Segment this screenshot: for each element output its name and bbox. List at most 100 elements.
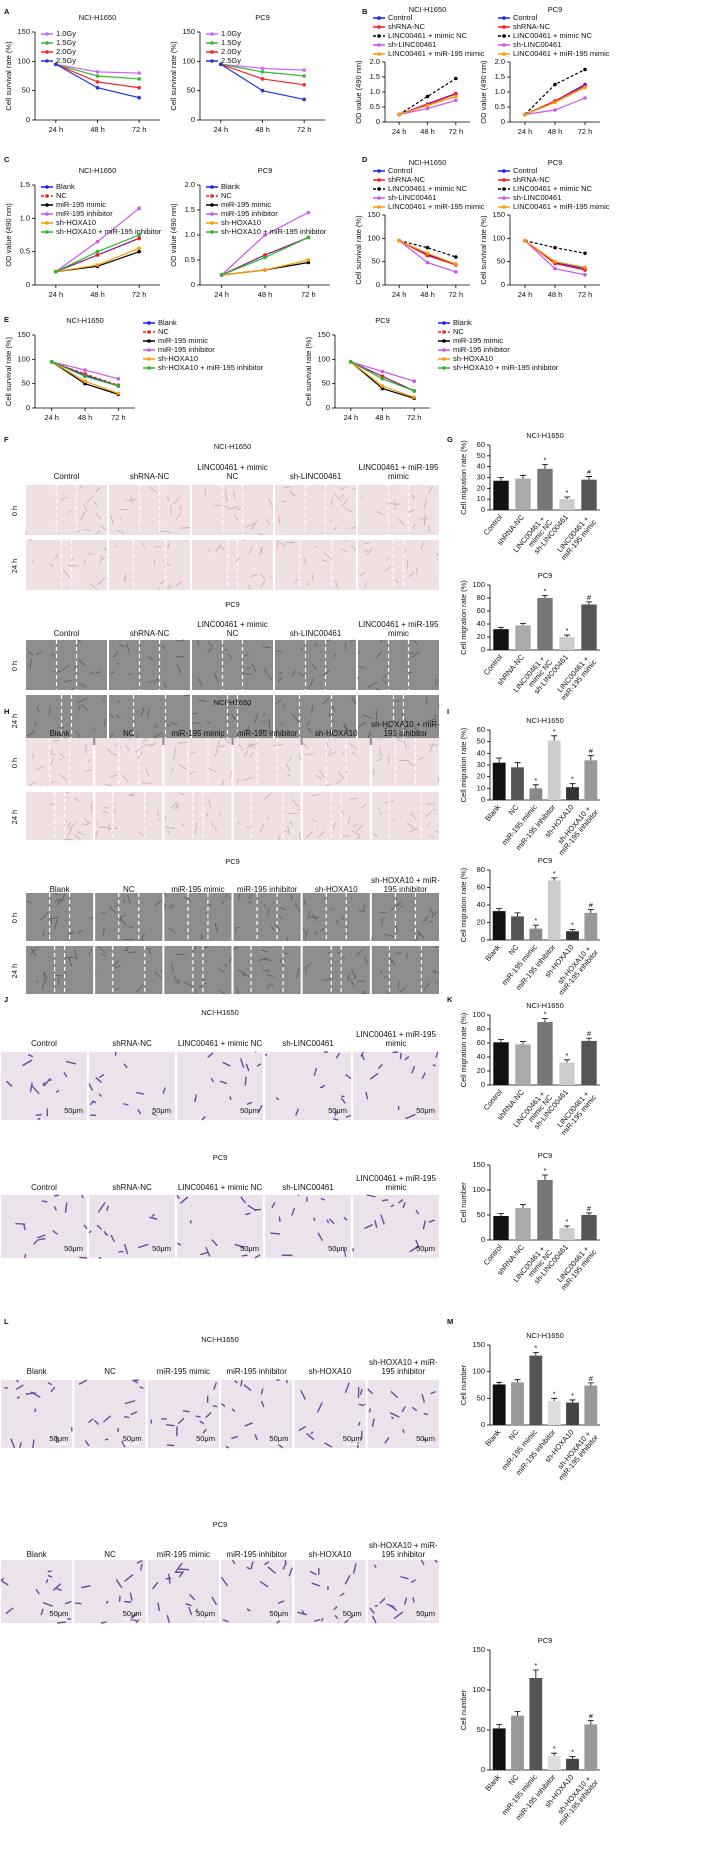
error-bar	[498, 1213, 504, 1216]
cell-texture	[285, 1379, 288, 1384]
cell-texture	[298, 1425, 307, 1432]
cell-texture	[241, 973, 250, 977]
legend-label: sh-HOXA10	[56, 218, 96, 227]
legend-marker	[45, 212, 49, 216]
data-point	[583, 251, 587, 256]
chart-title: PC9	[538, 856, 553, 865]
cell-texture	[351, 526, 357, 529]
data-point	[553, 82, 557, 87]
panel-title: NCI-H1650	[214, 698, 252, 707]
data-point	[397, 238, 401, 243]
y-tick-label: 0	[501, 117, 505, 126]
cell-texture	[311, 794, 320, 797]
cell-texture	[366, 1194, 376, 1198]
significance-mark: #	[587, 467, 592, 476]
cell-texture	[33, 1239, 39, 1245]
cell-texture	[413, 639, 419, 646]
y-tick-label: 150	[472, 1340, 485, 1349]
cell-texture	[336, 779, 342, 785]
cell-texture	[79, 706, 81, 711]
data-point	[553, 259, 557, 264]
scale-label: 50μm	[152, 1106, 171, 1115]
cell-texture	[164, 826, 176, 830]
column-label: miR-195 inhibitor	[236, 885, 298, 894]
cell-texture	[34, 1408, 37, 1413]
error-bar	[569, 929, 576, 932]
cell-texture	[328, 519, 333, 523]
cell-texture	[341, 499, 349, 507]
column-label: LINC00461 + mimic NC	[177, 1183, 263, 1192]
cell-texture	[165, 1423, 175, 1427]
cell-texture	[381, 1199, 389, 1202]
column-label: sh-HOXA10	[314, 885, 358, 894]
cell-texture	[54, 919, 58, 929]
legend-label: sh-HOXA10 + miR-195 inhibitor	[158, 363, 264, 372]
cell-texture	[128, 673, 132, 675]
data-point	[380, 377, 385, 381]
cell-texture	[390, 1204, 395, 1208]
bar	[492, 1728, 506, 1770]
cell-texture	[291, 798, 300, 808]
cell-texture	[199, 1420, 205, 1425]
cell-texture	[83, 559, 87, 565]
x-tick-label: Blank	[483, 1428, 502, 1448]
micrograph	[26, 695, 107, 745]
y-tick-label: 30	[477, 472, 485, 481]
cell-texture	[113, 808, 116, 814]
cell-texture	[262, 646, 271, 649]
y-axis-label: Cell migration rate (%)	[459, 867, 468, 942]
data-point	[425, 251, 430, 256]
legend-marker	[502, 34, 506, 38]
cell-texture	[64, 1202, 68, 1213]
cell-texture	[64, 838, 74, 841]
cell-texture	[298, 672, 306, 678]
y-tick-label: 50	[477, 1725, 485, 1734]
legend-label: miR-195 mimic	[56, 200, 106, 209]
cell-texture	[250, 519, 258, 530]
cell-texture	[321, 559, 328, 562]
cell-texture	[364, 956, 368, 965]
data-point	[454, 94, 458, 99]
cell-texture	[106, 748, 112, 753]
cell-texture	[153, 732, 163, 739]
legend-marker	[442, 348, 446, 352]
cell-texture	[125, 945, 129, 950]
cell-texture	[104, 1233, 109, 1236]
cell-texture	[431, 910, 438, 919]
cell-texture	[31, 1085, 40, 1095]
cell-texture	[430, 1390, 436, 1395]
cell-texture	[317, 1232, 324, 1242]
legend-marker	[210, 194, 214, 198]
cell-texture	[418, 756, 425, 761]
significance-mark: #	[587, 1204, 592, 1213]
cell-texture	[207, 648, 213, 653]
chart-title: NCI-H1650	[526, 431, 564, 440]
micrograph	[358, 640, 439, 690]
cell-texture	[351, 545, 356, 551]
cell-texture	[203, 945, 209, 949]
column-label: Blank	[26, 1550, 47, 1559]
cell-texture	[343, 1216, 348, 1221]
cell-texture	[195, 1415, 201, 1418]
cell-texture	[167, 541, 171, 549]
chart-title: NCI-H1650	[409, 5, 447, 14]
error-bar	[532, 784, 539, 789]
cell-texture	[390, 1416, 395, 1420]
bar	[511, 916, 524, 940]
panel-letter: B	[362, 7, 368, 16]
bar	[492, 1384, 506, 1425]
cell-texture	[166, 586, 172, 589]
micrograph	[147, 1380, 219, 1448]
significance-mark: #	[589, 1374, 594, 1383]
legend-label: LINC00461 + mimic NC	[513, 184, 593, 193]
significance-mark: *	[566, 626, 569, 635]
legend-marker	[377, 34, 381, 38]
cell-texture	[68, 957, 72, 967]
cell-texture	[60, 496, 68, 501]
data-point	[397, 112, 401, 117]
cell-texture	[247, 901, 253, 904]
cell-texture	[188, 1593, 196, 1601]
y-tick-label: 20	[477, 917, 485, 926]
cell-texture	[379, 970, 383, 975]
cell-texture	[349, 978, 355, 988]
